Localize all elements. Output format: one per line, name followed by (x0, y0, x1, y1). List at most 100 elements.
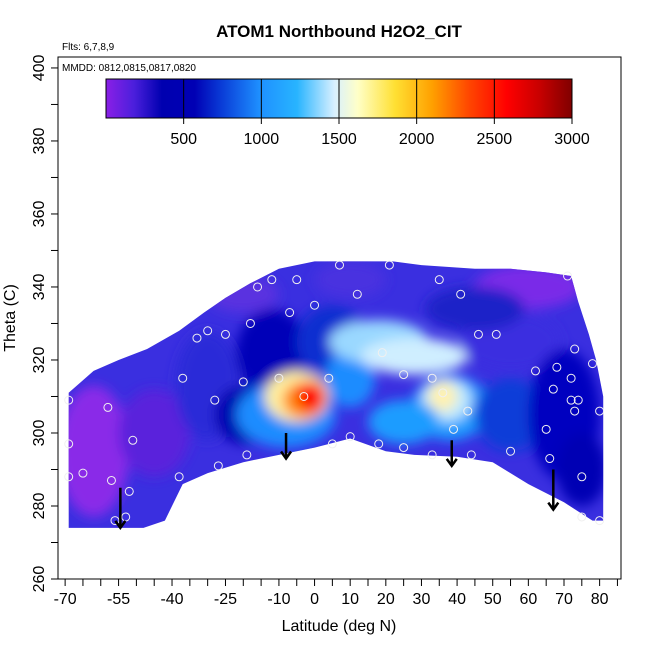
data-points (64, 260, 605, 526)
data-point (64, 395, 74, 405)
data-point (530, 366, 540, 376)
arrow (547, 469, 560, 512)
data-point (335, 260, 344, 270)
colorbar-tick-label: 2000 (399, 131, 435, 148)
flight-arrows (114, 432, 560, 531)
field-blob-20 (556, 432, 604, 506)
data-point (210, 395, 220, 405)
y-tick-label: 300 (31, 420, 48, 447)
y-axis-label: Theta (C) (2, 284, 19, 352)
data-point (377, 348, 387, 358)
x-axis-label: Latitude (deg N) (282, 618, 397, 635)
data-point (345, 432, 355, 442)
y-tick-label: 320 (31, 347, 48, 374)
data-point (110, 516, 120, 526)
x-tick-label: -40 (160, 591, 183, 608)
colorbar-tick-label: 2500 (477, 131, 513, 148)
data-point (178, 373, 188, 383)
data-point (466, 450, 476, 460)
x-tick-label: -70 (54, 591, 77, 608)
data-point (327, 439, 337, 449)
data-point (245, 318, 255, 328)
data-point (577, 472, 587, 482)
arrow (280, 432, 293, 461)
data-point (324, 373, 334, 383)
x-tick-label: -25 (214, 591, 237, 608)
y-tick-label: 400 (31, 55, 48, 82)
x-tick-label: 20 (377, 591, 395, 608)
x-tick-label: 40 (448, 591, 466, 608)
data-point (570, 406, 580, 416)
data-point (128, 435, 138, 445)
data-point (374, 439, 384, 449)
arrow-head (280, 450, 293, 461)
data-point (548, 384, 558, 394)
data-point (449, 424, 459, 434)
data-point (434, 275, 444, 285)
field-blob-24 (425, 286, 525, 331)
field-blob-16 (368, 400, 440, 444)
x-tick-label: -55 (107, 591, 130, 608)
data-point (124, 486, 134, 496)
data-point (203, 326, 213, 336)
data-point (427, 450, 437, 460)
data-point (121, 512, 131, 522)
data-point (545, 454, 555, 464)
data-point (595, 516, 605, 526)
x-tick-label: 80 (591, 591, 609, 608)
field-blob-0 (68, 385, 130, 517)
data-point (299, 391, 309, 401)
data-point (506, 446, 516, 456)
data-point (253, 282, 263, 292)
data-point (238, 377, 248, 387)
data-point (64, 439, 74, 449)
data-point (213, 461, 223, 471)
x-tick-label: -10 (267, 591, 290, 608)
data-point (463, 406, 473, 416)
data-point (192, 333, 202, 343)
arrow-head (114, 520, 127, 531)
data-point (595, 406, 605, 416)
data-point (285, 308, 295, 318)
x-axis: -70 -55 -40 -25 -10 0 10 20 30 40 50 60 70 80 (54, 579, 618, 608)
x-tick-label: 50 (484, 591, 502, 608)
data-point (292, 275, 302, 285)
data-point (220, 329, 230, 339)
arrow-head (547, 501, 560, 512)
y-axis: 260 280 300 320 340 360 380 400 (31, 55, 58, 593)
data-point (384, 260, 394, 270)
field-blob-23 (314, 261, 386, 298)
arrow (114, 487, 127, 531)
x-tick-label: 10 (341, 591, 359, 608)
data-point (587, 359, 597, 369)
data-point (438, 388, 448, 398)
data-point (242, 450, 252, 460)
data-point (566, 395, 576, 405)
data-point (399, 370, 409, 380)
data-point (399, 443, 409, 453)
data-point (566, 373, 576, 383)
data-point (274, 373, 284, 383)
data-point (473, 329, 483, 339)
field-blob-7 (325, 349, 376, 408)
colorbar-tick-label: 500 (170, 131, 197, 148)
colorbar: 500 1000 1500 2000 2500 3000 (105, 78, 590, 148)
chart-title: ATOM1 Northbound H2O2_CIT (216, 22, 462, 41)
field-blob-9 (360, 338, 468, 375)
x-tick-label: 30 (413, 591, 431, 608)
y-tick-label: 260 (31, 566, 48, 593)
data-point (577, 512, 587, 522)
data-point (427, 373, 437, 383)
data-point (64, 472, 74, 482)
field-blob-12 (296, 381, 326, 412)
data-point (310, 300, 320, 310)
y-tick-label: 340 (31, 274, 48, 301)
arrow (445, 440, 458, 468)
dates-annotation: MMDD: 0812,0815,0817,0820 (62, 63, 196, 74)
data-point (491, 329, 501, 339)
y-tick-label: 380 (31, 128, 48, 155)
data-point (570, 344, 580, 354)
flights-annotation: Flts: 6,7,8,9 (62, 42, 115, 53)
y-tick-label: 360 (31, 201, 48, 228)
